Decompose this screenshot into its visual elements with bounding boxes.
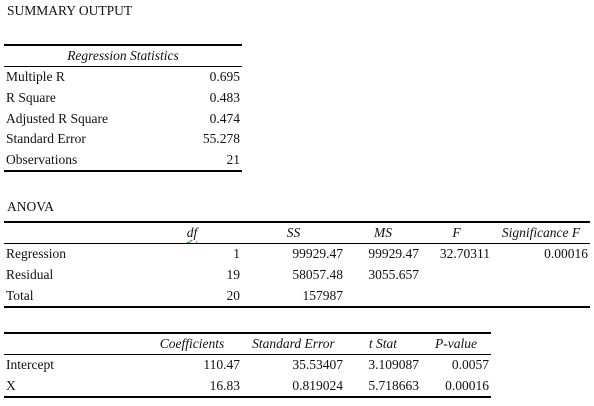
anova-cell: 19 [226, 267, 241, 283]
anova-header-significance-f: Significance F [492, 221, 590, 244]
coef-header-p-value: P-value [421, 332, 491, 355]
coef-header-t-stat: t Stat [345, 332, 421, 355]
table-row: Multiple R 0.695 [4, 67, 242, 88]
stat-value: 0.474 [209, 110, 240, 126]
anova-cell [345, 285, 421, 309]
coef-cell: 0.819024 [242, 375, 345, 399]
table-row: Adjusted R Square 0.474 [4, 108, 242, 129]
coef-header-empty [4, 332, 142, 355]
stat-value: 0.695 [209, 69, 240, 85]
stat-label: Multiple R [6, 69, 65, 85]
stat-label: Adjusted R Square [6, 110, 108, 126]
anova-cell: 58057.48 [292, 267, 343, 283]
anova-source: Residual [6, 267, 54, 283]
coef-cell: 35.53407 [292, 357, 343, 373]
coef-header-standard-error: Standard Error [242, 332, 345, 355]
table-row: Regression 1 99929.47 99929.47 32.70311 … [4, 244, 590, 265]
anova-cell: 0.00016 [544, 246, 588, 262]
coef-header-coefficients: Coefficients [142, 332, 242, 355]
table-row: Intercept 110.47 35.53407 3.109087 0.005… [4, 355, 491, 376]
coef-term: X [4, 375, 142, 399]
table-row: R Square 0.483 [4, 88, 242, 109]
coef-cell: 0.0057 [451, 357, 489, 373]
anova-header-ss: SS [242, 221, 345, 244]
anova-title: ANOVA [7, 199, 55, 214]
anova-cell: 157987 [242, 285, 345, 309]
anova-header-df: df [142, 221, 242, 244]
anova-header-df-text: df [186, 225, 198, 240]
anova-header-empty [4, 221, 142, 244]
coefficients-table: Coefficients Standard Error t Stat P-val… [4, 332, 491, 399]
coef-cell: 5.718663 [345, 375, 421, 399]
table-row: Standard Error 55.278 [4, 129, 242, 150]
regression-statistics-table: Regression Statistics Multiple R 0.695 R… [4, 44, 242, 173]
anova-source: Regression [6, 246, 66, 262]
stat-value: 21 [142, 149, 242, 173]
anova-cell: 99929.47 [368, 246, 419, 262]
anova-cell: 20 [142, 285, 242, 309]
stat-value: 55.278 [202, 131, 240, 147]
anova-cell [421, 265, 492, 286]
table-row: Total 20 157987 [4, 285, 590, 309]
table-row: X 16.83 0.819024 5.718663 0.00016 [4, 375, 491, 399]
anova-cell: 32.70311 [439, 246, 490, 262]
anova-cell: 99929.47 [292, 246, 343, 262]
coef-cell: 3.109087 [368, 357, 419, 373]
anova-cell [421, 285, 492, 309]
anova-table: df SS MS F Significance F Regression 1 9… [4, 221, 590, 309]
coef-cell: 16.83 [142, 375, 242, 399]
anova-cell [492, 285, 590, 309]
anova-header-ms: MS [345, 221, 421, 244]
anova-cell [492, 265, 590, 286]
coef-cell: 0.00016 [421, 375, 491, 399]
stat-label: Standard Error [6, 131, 86, 147]
summary-title: SUMMARY OUTPUT [7, 3, 133, 18]
table-row: Observations 21 [4, 149, 242, 173]
regression-statistics-header: Regression Statistics [4, 44, 242, 67]
stat-label: Observations [4, 149, 142, 173]
coef-cell: 110.47 [203, 357, 240, 373]
anova-cell: 3055.657 [368, 267, 419, 283]
stat-value: 0.483 [209, 90, 240, 106]
anova-source: Total [4, 285, 142, 309]
coef-term: Intercept [6, 357, 54, 373]
table-row: Residual 19 58057.48 3055.657 [4, 265, 590, 286]
anova-cell: 1 [233, 246, 240, 262]
anova-header-f: F [421, 221, 492, 244]
stat-label: R Square [6, 90, 56, 106]
